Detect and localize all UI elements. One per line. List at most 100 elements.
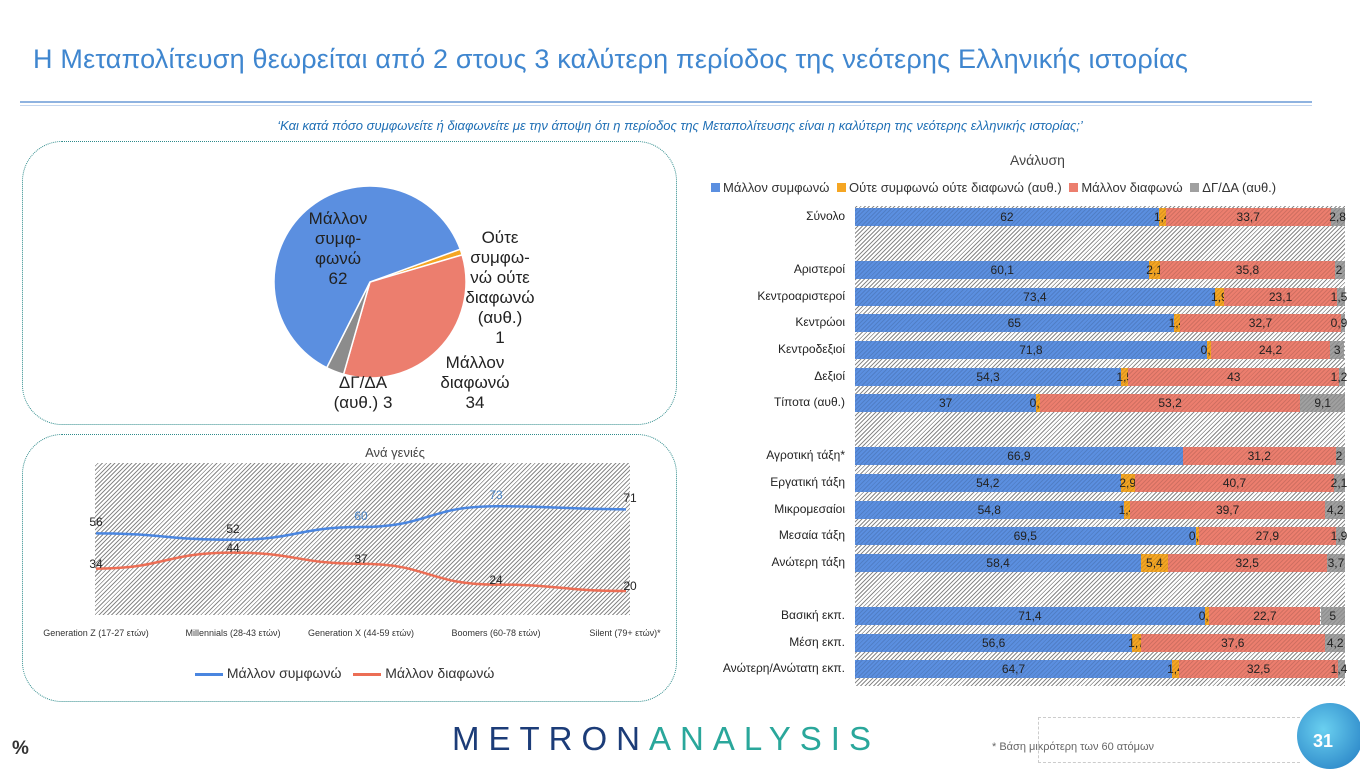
bar-segment [1132, 633, 1141, 652]
line-chart-panel [22, 434, 677, 702]
bar-data-label: 2 [1335, 449, 1343, 464]
page-title: Η Μεταπολίτευση θεωρείται από 2 στους 3 … [33, 44, 1189, 74]
bar-data-label: 27,9 [1255, 529, 1280, 544]
bar-data-label: 54,8 [977, 502, 1001, 517]
bar-data-label: 2,1 [1146, 263, 1163, 278]
bar-data-label: 39,7 [1215, 502, 1240, 517]
bar-segment [1214, 287, 1224, 306]
bar-data-label: 2,9 [1119, 476, 1137, 490]
pie-label-line: συμφ- [314, 229, 362, 248]
bar-data-label: 22,7 [1253, 609, 1277, 623]
bar-data-label: 32,5 [1246, 662, 1271, 677]
survey-question: ‘Και κατά πόσο συμφωνείτε ή διαφωνείτε μ… [277, 118, 1083, 133]
bar-data-label: 71,4 [1018, 609, 1042, 623]
row-label: Μεσαία τάξη [778, 528, 845, 543]
row-label: Ανώτερη/Ανώτατη εκπ. [722, 661, 845, 676]
bar-segment [1335, 447, 1346, 466]
pie-label-line: διαφωνώ [440, 373, 510, 392]
data-label: 34 [89, 556, 103, 571]
bar-segment [1123, 500, 1131, 519]
metron-analysis-logo: METRONANALYSIS [452, 720, 880, 757]
pie-label-line: φωνώ [314, 249, 362, 268]
bar-segment [1121, 367, 1129, 386]
bar-data-label: 53,2 [1158, 396, 1182, 411]
legend-disagree: Μάλλον διαφωνώ [385, 665, 495, 681]
bar-segment [855, 341, 1207, 359]
bar-segment [1324, 633, 1346, 652]
data-label: 60 [354, 509, 368, 523]
data-label: 52 [226, 521, 240, 536]
bar-segment [1198, 527, 1336, 546]
pie-label-line: Μάλλον [308, 209, 368, 228]
legend-agree: Μάλλον συμφωνώ [723, 180, 830, 195]
bar-segment [1334, 474, 1345, 492]
bar-data-label: 4,2 [1326, 635, 1344, 650]
legend-agree-swatch-icon [711, 183, 720, 192]
bar-data-label: 73,4 [1023, 289, 1047, 304]
bar-data-label: 24,2 [1258, 343, 1283, 357]
bar-segment [1338, 660, 1345, 679]
bar-data-label: 9,1 [1314, 396, 1332, 411]
footnote: * Βάση μικρότερη των 60 ατόμων [992, 741, 1155, 753]
data-label: 20 [623, 579, 637, 593]
pie-label-line: συμφω- [470, 248, 530, 267]
bar-data-label: 1,2 [1330, 369, 1348, 384]
data-label: 73 [489, 488, 503, 503]
bar-segment [1324, 500, 1346, 519]
bar-data-label: 43 [1227, 369, 1241, 384]
bar-segment [855, 633, 1133, 652]
bar-segment [1206, 341, 1212, 359]
bar-segment [1165, 208, 1331, 226]
bar-data-label: 1,5 [1330, 289, 1348, 304]
x-tick-label: Generation X (44-59 ετών) [307, 628, 415, 638]
row-label: Κεντρώοι [795, 315, 845, 330]
bar-segment [855, 287, 1215, 306]
bar-chart-title: Ανάλυση [1010, 152, 1065, 168]
bar-segment [1178, 660, 1339, 679]
pie-label-dk: ΔΓ/ΔΑ (αυθ.) 3 [318, 373, 408, 413]
pie-label-line: 62 [328, 269, 348, 288]
legend-line-agree-icon [195, 672, 223, 676]
pie-slice-1 [342, 253, 467, 379]
bar-segment [855, 447, 1183, 466]
pie-label-agree: Μάλλον συμφ-φωνώ 62 [298, 209, 378, 289]
line-chart [95, 504, 627, 593]
pie-chart-panel [22, 141, 677, 425]
legend-neutral-swatch-icon [836, 183, 846, 192]
bar-data-label: 64,7 [1001, 662, 1026, 677]
page-number: 31 [1313, 731, 1334, 751]
row-label: Αγροτική τάξη* [766, 448, 845, 463]
bar-segment [1340, 314, 1345, 333]
row-label: Δεξιοί [814, 368, 845, 383]
bar-segment [1149, 261, 1160, 280]
bar-data-label: 32,5 [1235, 555, 1259, 570]
bar-segment [855, 261, 1150, 280]
row-label: Μέση εκπ. [789, 634, 845, 649]
bar-segment [1320, 607, 1345, 625]
bar-data-label: 71,8 [1019, 343, 1043, 357]
bar-segment [1130, 500, 1325, 519]
bar-data-label: 54,2 [976, 476, 1000, 490]
bar-segment [855, 553, 1142, 572]
bar-data-label: 65 [1007, 316, 1021, 331]
bar-segment [1172, 660, 1179, 679]
bar-segment [1120, 474, 1135, 492]
legend-disagree-swatch-icon [1069, 183, 1079, 192]
footnote-box [1038, 717, 1300, 763]
bar-plot-area [855, 206, 1345, 686]
bar-segment [1326, 553, 1345, 572]
pie-label-line: 1 [495, 328, 505, 347]
line-legend: Μάλλον συμφωνώ Μάλλον διαφωνώ [195, 665, 494, 681]
bar-data-label: 31,2 [1247, 449, 1271, 464]
bar-segment [855, 607, 1205, 625]
data-label: 71 [623, 491, 637, 506]
pie-label-line: (αυθ.) [477, 308, 523, 327]
x-tick-label: Millennials (28-43 ετών) [185, 628, 281, 638]
bar-data-label: 35,8 [1235, 263, 1260, 278]
row-label: Εργατική τάξη [770, 475, 845, 489]
bar-data-label: 3,7 [1327, 555, 1345, 570]
x-tick-label: Silent (79+ ετών)* [589, 628, 661, 638]
bar-segment [1195, 527, 1199, 546]
bar-data-label: 37 [938, 396, 953, 411]
bar-data-label: 60,1 [990, 263, 1014, 278]
